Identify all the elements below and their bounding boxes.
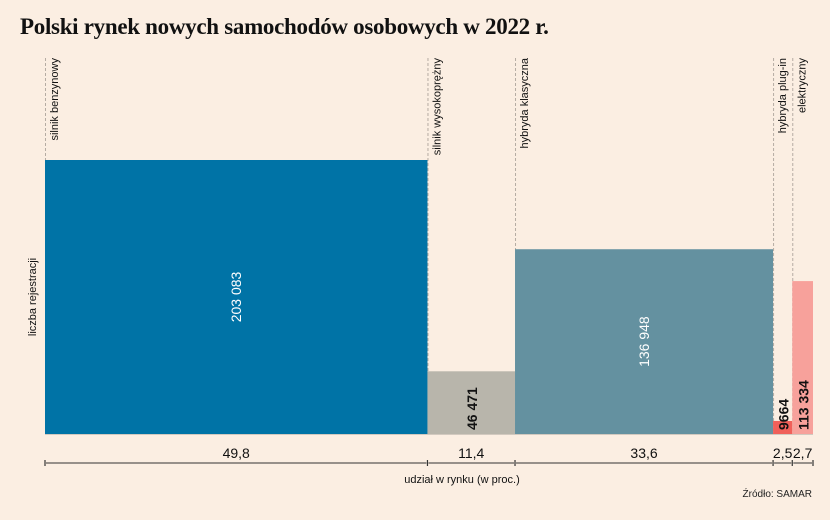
- bar: [427, 371, 516, 434]
- bar: [515, 249, 774, 434]
- axes: [44, 434, 814, 466]
- category-label: hybryda klasyczna: [519, 57, 531, 148]
- category-guides: [45, 58, 794, 434]
- bar: [773, 420, 793, 434]
- width-label: 2,5: [773, 445, 793, 461]
- bars: [45, 160, 813, 434]
- x-axis-label: udział w rynku (w proc.): [404, 474, 520, 486]
- bar: [45, 160, 428, 434]
- value-label: 46 471: [464, 387, 480, 430]
- width-label: 49,8: [223, 445, 250, 461]
- y-axis-label: liczba rejestracji: [27, 258, 39, 336]
- value-label: 9664: [776, 399, 792, 430]
- value-label: 113 334: [796, 380, 812, 430]
- source-note: Źródło: SAMAR: [742, 489, 812, 500]
- value-label: 136 948: [636, 316, 652, 367]
- width-label: 11,4: [458, 445, 484, 461]
- width-label: 33,6: [630, 445, 657, 461]
- labels: silnik benzynowy 203 083 silnik wysokopręż…: [27, 57, 813, 486]
- category-label: hybryda plug-in: [777, 58, 789, 133]
- category-label: silnik wysokoprężny: [431, 58, 443, 156]
- category-label: silnik benzynowy: [49, 58, 61, 141]
- value-label: 203 083: [228, 271, 244, 322]
- category-label: elektryczny: [796, 58, 808, 114]
- chart-title: Polski rynek nowych samochodów osobowych…: [20, 14, 549, 39]
- bar: [792, 281, 813, 434]
- width-label: 2,7: [793, 445, 813, 461]
